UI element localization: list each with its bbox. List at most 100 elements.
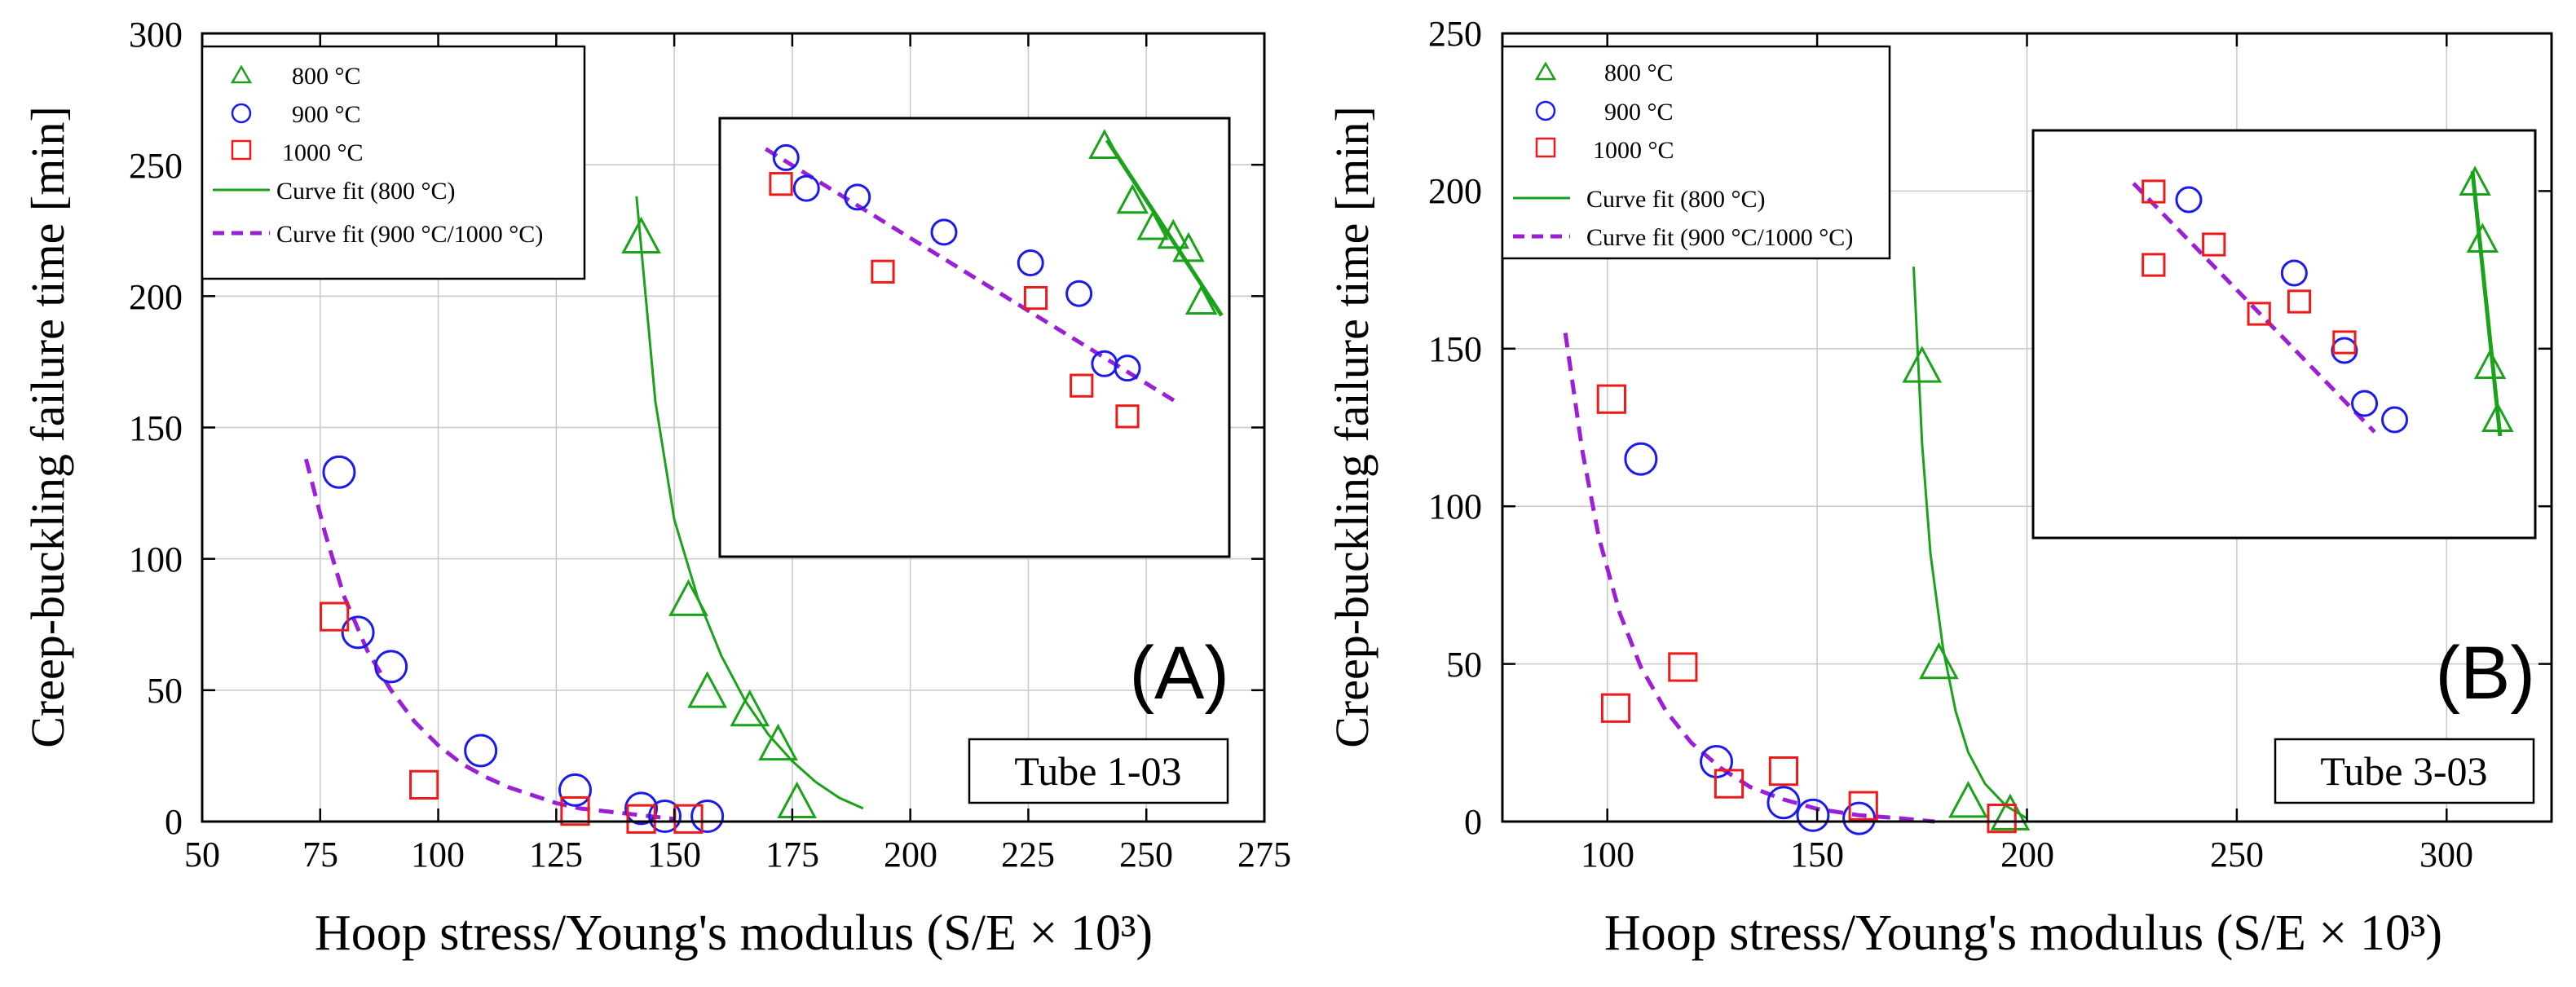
inset-data-points [769, 129, 1218, 429]
panel-a-data-points [320, 216, 818, 834]
inset-point-triangle [1088, 129, 1121, 159]
panel-b-data-points [1596, 346, 2031, 835]
inset-point-circle [1114, 355, 1141, 382]
inset-fit-lines [764, 139, 1224, 405]
legend-circle-marker [231, 103, 252, 124]
panel-a-x-tick-labels: 50 75 100 125 150 175 200 225 250 275 [184, 835, 1291, 875]
panel-label: (A) [1129, 632, 1229, 715]
x-tick-label: 150 [647, 835, 701, 875]
inset-point-circle [1017, 249, 1044, 277]
tube-label-box: Tube 1-03 [968, 738, 1229, 804]
inset-point-square [871, 259, 895, 284]
data-point-triangle [621, 216, 661, 254]
inset [2031, 129, 2537, 540]
tube-label-frame [968, 738, 1229, 804]
x-tick-label: 100 [1581, 835, 1634, 875]
data-point-circle [464, 734, 498, 768]
x-tick-label: 225 [1001, 835, 1055, 875]
y-tick-label: 250 [1428, 14, 1482, 54]
inset-point-square [2142, 253, 2166, 277]
inset-fit-lines [2132, 170, 2503, 437]
x-tick-label: 250 [1119, 835, 1173, 875]
x-tick-label: 200 [884, 835, 937, 875]
inset-point-triangle [2481, 402, 2514, 432]
panel-b: 0 50 100 150 200 250 100 150 200 250 300… [1325, 14, 2553, 961]
inset-point-square [2332, 330, 2357, 355]
inset [718, 117, 1231, 558]
data-point-circle [1624, 442, 1658, 476]
y-tick-label: 50 [147, 671, 183, 711]
y-tick-label: 250 [129, 146, 183, 186]
legend-label-800: 800 °C [1604, 59, 1674, 86]
legend-label-1000: 1000 °C [1593, 137, 1674, 164]
inset-point-square [2142, 179, 2166, 204]
data-point-square [1600, 693, 1631, 723]
data-point-triangle [758, 723, 798, 761]
data-point-triangle [1902, 346, 1943, 383]
tube-label: Tube 3-03 [2320, 748, 2487, 794]
panel-b-fit-lines [1563, 267, 2028, 824]
tube-label-frame [2274, 738, 2535, 804]
y-axis-label: Creep-buckling failure time [min] [1325, 106, 1378, 748]
inset-point-triangle [2459, 165, 2491, 196]
data-point-square [1848, 791, 1878, 821]
inset-fit-800 [2470, 170, 2503, 437]
inset-point-triangle [1157, 218, 1190, 249]
y-tick-label: 100 [1428, 487, 1482, 527]
inset-point-triangle [1172, 231, 1205, 262]
fit-curve-900-1000 [303, 458, 675, 822]
inset-box [2031, 129, 2537, 540]
fit-curve-900-1000 [1563, 333, 1935, 824]
y-tick-label: 100 [129, 540, 183, 579]
legend-triangle-marker [230, 64, 253, 84]
x-tick-label: 125 [529, 835, 583, 875]
legend: 800 °C 900 °C 1000 °C Curve fit (800 °C)… [201, 45, 586, 280]
x-tick-label: 200 [2000, 835, 2054, 875]
x-tick-label: 175 [765, 835, 819, 875]
inset-point-circle [844, 183, 871, 211]
legend-triangle-marker [1534, 61, 1557, 81]
y-tick-label: 300 [129, 15, 183, 55]
data-point-circle [648, 800, 682, 834]
inset-point-square [2287, 289, 2312, 314]
inset-point-circle [772, 143, 800, 171]
y-tick-label: 150 [129, 408, 183, 448]
x-axis-label: Hoop stress/Young's modulus (S/E × 10³) [315, 905, 1153, 961]
inset-point-square [1023, 285, 1048, 311]
data-point-square [409, 769, 439, 800]
data-point-triangle [777, 781, 818, 819]
x-tick-label: 250 [2210, 835, 2264, 875]
legend-box [1501, 45, 1891, 260]
inset-point-triangle [2466, 223, 2499, 253]
legend-box [201, 45, 586, 280]
inset-fit-800 [1105, 139, 1224, 317]
legend-circle-marker [1535, 100, 1556, 121]
inset-point-triangle [1116, 183, 1149, 214]
data-point-triangle [730, 689, 770, 727]
data-point-square [1768, 756, 1799, 787]
inset-point-triangle [1184, 284, 1218, 315]
inset-point-triangle [2473, 349, 2507, 379]
data-point-circle [1796, 798, 1830, 832]
data-point-circle [322, 455, 356, 489]
legend-label-900: 900 °C [1604, 99, 1674, 126]
x-tick-label: 75 [302, 835, 338, 875]
legend-square-marker [231, 139, 252, 161]
y-tick-label: 150 [1428, 329, 1482, 369]
data-point-triangle [668, 579, 708, 616]
data-point-square [1714, 769, 1745, 799]
x-tick-label: 300 [2419, 835, 2473, 875]
panel-a-frame [201, 32, 1266, 823]
y-tick-label: 50 [1446, 645, 1482, 685]
inset-box [718, 117, 1231, 558]
inset-point-circle [1065, 280, 1093, 307]
inset-point-circle [2280, 259, 2308, 287]
x-axis-label: Hoop stress/Young's modulus (S/E × 10³) [1604, 905, 2442, 961]
data-point-triangle [1919, 641, 1959, 680]
legend-label-1000: 1000 °C [282, 139, 364, 166]
data-point-circle [1767, 786, 1801, 820]
panel-a-y-tick-labels: 0 50 100 150 200 250 300 [129, 15, 183, 842]
data-point-square [320, 601, 350, 632]
inset-point-circle [792, 174, 820, 202]
